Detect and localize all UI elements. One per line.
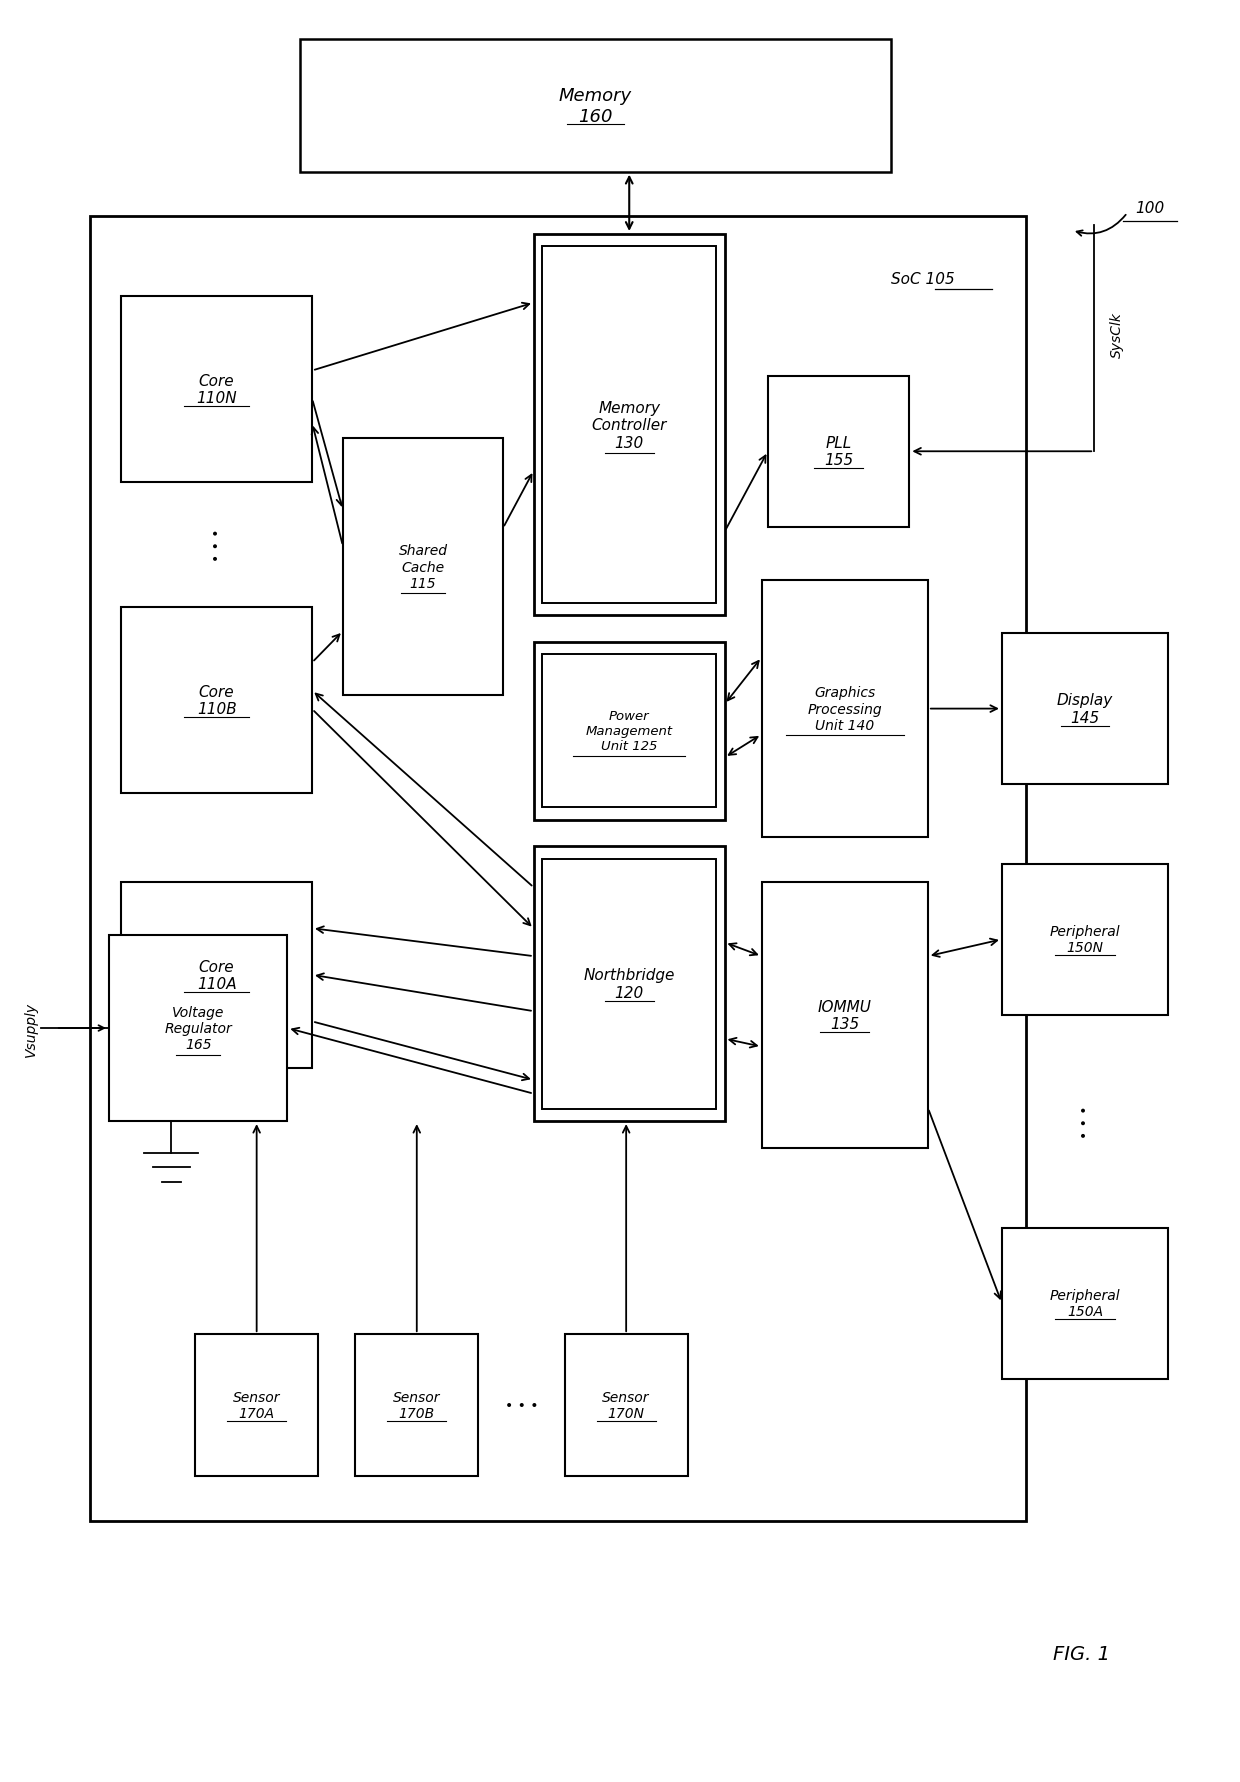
- FancyBboxPatch shape: [1002, 864, 1168, 1016]
- FancyBboxPatch shape: [542, 248, 715, 604]
- FancyBboxPatch shape: [768, 376, 909, 527]
- Text: Peripheral
150N: Peripheral 150N: [1049, 925, 1120, 955]
- FancyBboxPatch shape: [533, 643, 724, 820]
- Text: Core
110B: Core 110B: [197, 684, 237, 716]
- FancyBboxPatch shape: [542, 859, 715, 1108]
- Text: Sensor
170A: Sensor 170A: [233, 1390, 280, 1420]
- Text: Shared
Cache
115: Shared Cache 115: [398, 544, 448, 590]
- Text: PLL
155: PLL 155: [825, 437, 853, 469]
- FancyBboxPatch shape: [542, 656, 715, 807]
- FancyBboxPatch shape: [1002, 1228, 1168, 1379]
- FancyBboxPatch shape: [761, 581, 928, 838]
- Text: Sensor
170N: Sensor 170N: [603, 1390, 650, 1420]
- Text: 100: 100: [1135, 201, 1164, 216]
- FancyBboxPatch shape: [122, 882, 312, 1069]
- Text: • • •: • • •: [505, 1399, 538, 1413]
- FancyBboxPatch shape: [343, 438, 503, 697]
- FancyArrowPatch shape: [1076, 216, 1126, 237]
- Text: Core
110A: Core 110A: [197, 959, 237, 991]
- FancyBboxPatch shape: [564, 1335, 688, 1475]
- Text: SysClk: SysClk: [1110, 312, 1125, 358]
- FancyBboxPatch shape: [355, 1335, 479, 1475]
- Text: Memory
Controller
130: Memory Controller 130: [591, 401, 667, 451]
- Text: IOMMU
135: IOMMU 135: [818, 1000, 872, 1032]
- FancyBboxPatch shape: [122, 608, 312, 793]
- Text: SoC 105: SoC 105: [892, 271, 955, 287]
- Text: Voltage
Regulator
165: Voltage Regulator 165: [164, 1005, 232, 1051]
- Text: Sensor
170B: Sensor 170B: [393, 1390, 440, 1420]
- FancyBboxPatch shape: [533, 846, 724, 1121]
- FancyBboxPatch shape: [300, 39, 892, 173]
- Text: Core
110N: Core 110N: [196, 374, 237, 406]
- FancyBboxPatch shape: [122, 298, 312, 483]
- Text: Peripheral
150A: Peripheral 150A: [1049, 1288, 1120, 1319]
- FancyBboxPatch shape: [533, 235, 724, 617]
- FancyBboxPatch shape: [1002, 634, 1168, 784]
- Text: Display
145: Display 145: [1056, 693, 1114, 725]
- Text: Northbridge
120: Northbridge 120: [584, 968, 675, 1000]
- FancyBboxPatch shape: [109, 936, 288, 1121]
- FancyBboxPatch shape: [195, 1335, 319, 1475]
- FancyBboxPatch shape: [761, 882, 928, 1148]
- Text: FIG. 1: FIG. 1: [1053, 1645, 1110, 1663]
- Text: Power
Management
Unit 125: Power Management Unit 125: [585, 709, 673, 752]
- Text: Vsupply: Vsupply: [25, 1001, 38, 1057]
- Text: • • •: • • •: [210, 529, 223, 561]
- Text: Memory
160: Memory 160: [559, 87, 632, 125]
- Text: Graphics
Processing
Unit 140: Graphics Processing Unit 140: [807, 686, 882, 732]
- Text: • • •: • • •: [1078, 1105, 1092, 1139]
